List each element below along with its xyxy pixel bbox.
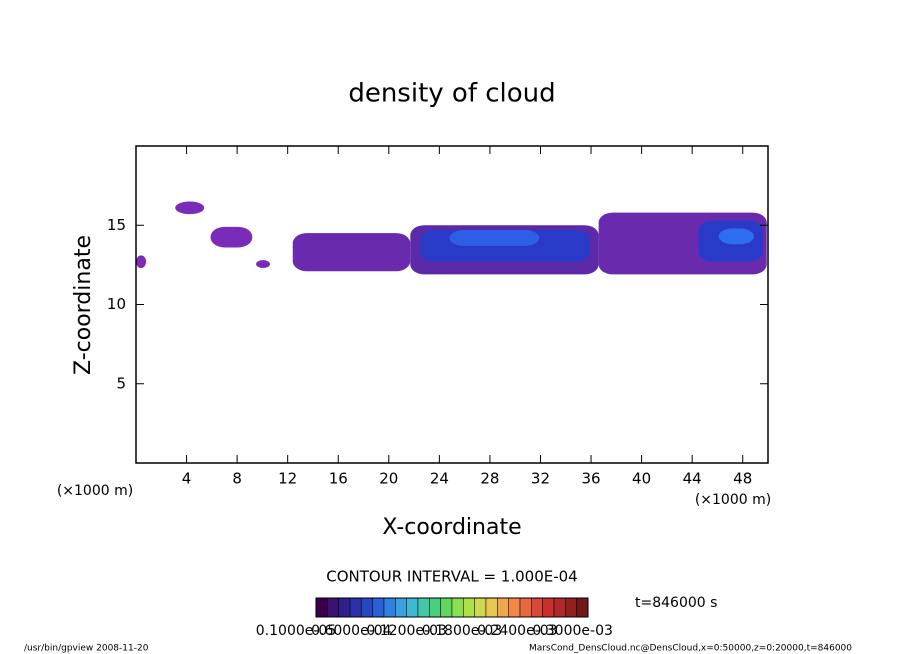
- colorbar-label: 0.1200e-03: [366, 623, 446, 639]
- chart-title: density of cloud: [348, 79, 555, 109]
- time-label: t=846000 s: [635, 595, 717, 611]
- colorbar-cell: [463, 597, 475, 618]
- colorbar-cell: [542, 597, 555, 618]
- colorbar-cell: [474, 597, 487, 618]
- contour-region: [718, 228, 755, 245]
- colorbar-cell: [315, 597, 328, 618]
- colorbar-cell: [565, 597, 577, 618]
- colorbar-cell: [372, 597, 385, 618]
- x-tick-label: 32: [531, 470, 550, 488]
- colorbar-cell: [349, 597, 362, 618]
- contour-region: [256, 260, 270, 269]
- colorbar-cell: [508, 597, 521, 618]
- contour-region: [136, 255, 147, 269]
- colorbar-cell: [417, 597, 430, 618]
- colorbar-cell: [497, 597, 509, 618]
- colorbar-cell: [383, 597, 396, 618]
- y-tick-label: 5: [116, 374, 126, 392]
- x-tick-label: 28: [480, 470, 499, 488]
- colorbar-cell: [429, 597, 441, 618]
- contour-region: [175, 201, 205, 215]
- x-unit-label: (×1000 m): [695, 492, 771, 508]
- colorbar-cell: [440, 597, 453, 618]
- colorbar-cell: [553, 597, 566, 618]
- colorbar-cell: [361, 597, 373, 618]
- x-tick-label: 44: [683, 470, 702, 488]
- colorbar-cell: [485, 597, 498, 618]
- colorbar-cell: [531, 597, 543, 618]
- x-tick-label: 16: [329, 470, 348, 488]
- x-tick-label: 4: [182, 470, 192, 488]
- x-tick-label: 48: [733, 470, 752, 488]
- colorbar-label: 0.6000e-04: [311, 623, 392, 639]
- colorbar-label: 0.3000e-03: [532, 623, 612, 639]
- contour-region: [210, 226, 253, 248]
- y-tick-label: 10: [107, 295, 126, 313]
- colorbar-label: 0.1800e-03: [422, 623, 502, 639]
- colorbar-cell: [327, 597, 339, 618]
- x-tick-label: 8: [232, 470, 242, 488]
- footer-right: MarsCond_DensCloud.nc@DensCloud,x=0:5000…: [529, 644, 852, 654]
- colorbar-frame: [315, 597, 589, 618]
- contour-region: [449, 230, 540, 246]
- plot-frame: [135, 145, 769, 464]
- y-axis-label: Z-coordinate: [71, 235, 96, 375]
- x-tick-label: 40: [632, 470, 651, 488]
- footer-left: /usr/bin/gpview 2008-11-20: [24, 644, 149, 654]
- x-tick-label: 12: [278, 470, 297, 488]
- colorbar-label: 0.1000e-05: [256, 623, 336, 639]
- colorbar-label: 0.2400e-03: [477, 623, 557, 639]
- colorbar-cell: [395, 597, 407, 618]
- colorbar-cell: [519, 597, 532, 618]
- contour-region: [292, 233, 411, 272]
- x-tick-label: 24: [430, 470, 449, 488]
- y-tick-label: 15: [107, 216, 126, 234]
- x-unit-label: (×1000 m): [57, 483, 133, 499]
- colorbar-cell: [576, 597, 589, 618]
- x-axis-label: X-coordinate: [382, 515, 521, 540]
- colorbar-cell: [406, 597, 419, 618]
- colorbar-cell: [451, 597, 464, 618]
- contour-interval: CONTOUR INTERVAL = 1.000E-04: [326, 568, 577, 586]
- colorbar-cell: [338, 597, 351, 618]
- x-tick-label: 36: [581, 470, 600, 488]
- x-tick-label: 20: [379, 470, 398, 488]
